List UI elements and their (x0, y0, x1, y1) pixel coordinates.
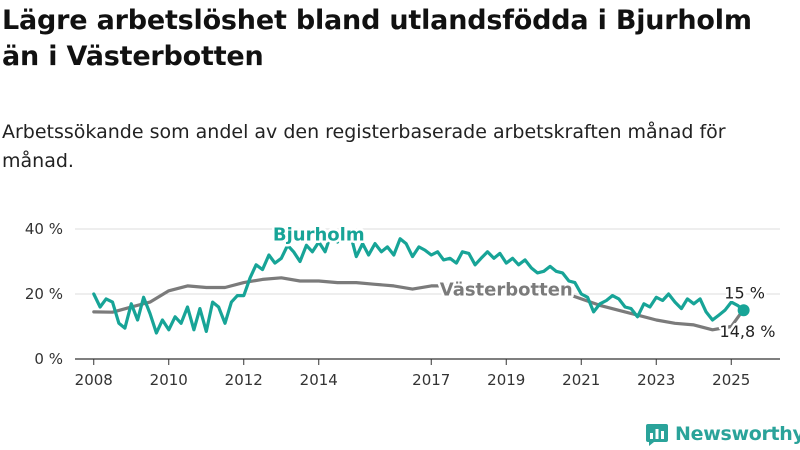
end-value-vasterbotten-halo: 14,8 % (720, 322, 776, 341)
series-label-vasterbotten-halo: Västerbotten (440, 280, 573, 301)
x-tick-label: 2014 (300, 371, 338, 389)
x-tick-label: 2012 (225, 371, 263, 389)
x-tick-label: 2025 (712, 371, 750, 389)
y-tick-label: 40 % (25, 220, 63, 238)
end-value-bjurholm: 15 % (724, 283, 765, 302)
x-tick-label: 2008 (75, 371, 113, 389)
chart-subtitle: Arbetssökande som andel av den registerb… (2, 121, 726, 172)
series-label-bjurholm-halo: Bjurholm (273, 224, 365, 245)
bjurholm-end-marker (737, 304, 750, 317)
x-tick-label: 2010 (150, 371, 188, 389)
x-tick-label: 2019 (487, 371, 525, 389)
chart-title: Lägre arbetslöshet bland utlandsfödda i … (2, 5, 752, 72)
x-tick-label: 2017 (412, 371, 450, 389)
series-line-bjurholm (92, 227, 746, 335)
y-tick-label: 0 % (34, 350, 63, 368)
newsworthy-logo: Newsworthy (645, 420, 800, 448)
x-tick-label: 2023 (637, 371, 675, 389)
y-tick-label: 20 % (25, 285, 63, 303)
end-value-bjurholm-halo: 15 % (724, 283, 765, 302)
series-label-bjurholm: Bjurholm (273, 224, 365, 245)
x-tick-label: 2021 (562, 371, 600, 389)
series-label-vasterbotten: Västerbotten (440, 280, 573, 301)
series-line-v-sterbotten (92, 276, 745, 332)
end-value-vasterbotten: 14,8 % (720, 322, 776, 341)
newsworthy-bar-chart-icon (646, 424, 668, 446)
logo-text: Newsworthy (675, 423, 800, 445)
